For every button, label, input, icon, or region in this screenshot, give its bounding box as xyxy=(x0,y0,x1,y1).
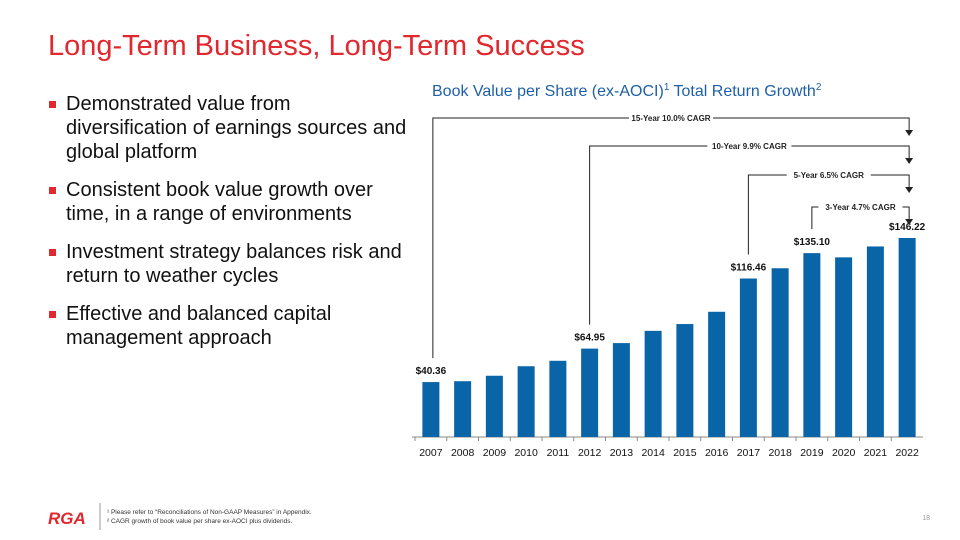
x-tick-label: 2016 xyxy=(705,447,729,459)
bar xyxy=(866,246,884,437)
chart-title-sup: 1 xyxy=(664,82,670,93)
cagr-label-bg xyxy=(707,140,792,152)
x-tick-label: 2010 xyxy=(514,447,538,459)
value-label: $64.95 xyxy=(574,333,605,344)
cagr-label: 10-Year 9.9% CAGR xyxy=(712,142,787,151)
x-tick-label: 2014 xyxy=(641,447,665,459)
cagr-arrow xyxy=(905,187,914,193)
x-tick-label: 2011 xyxy=(547,447,570,459)
bar xyxy=(485,375,503,437)
slide-title: Long-Term Business, Long-Term Success xyxy=(48,30,585,62)
chart-title-sup: 2 xyxy=(816,82,822,93)
bar xyxy=(898,238,916,437)
x-tick-label: 2018 xyxy=(768,447,792,459)
cagr-label: 15-Year 10.0% CAGR xyxy=(631,114,710,123)
bullet: Effective and balanced capital managemen… xyxy=(48,302,408,350)
chart-title: Book Value per Share (ex-AOCI)1 Total Re… xyxy=(432,82,822,100)
chart-title-text: Book Value per Share (ex-AOCI) xyxy=(432,83,664,100)
x-tick-label: 2021 xyxy=(864,447,888,459)
bar xyxy=(803,253,821,437)
value-label: $40.36 xyxy=(416,366,447,377)
cagr-label-bg xyxy=(786,169,871,181)
cagr-arrow xyxy=(905,219,914,225)
footnote: ¹ Please refer to “Reconciliations of No… xyxy=(107,509,312,516)
x-tick-label: 2015 xyxy=(673,447,697,459)
cagr-arrow xyxy=(905,158,914,164)
value-label: $116.46 xyxy=(731,263,767,274)
cagr-label-bg xyxy=(818,201,903,213)
bar xyxy=(739,278,757,437)
value-label: $135.10 xyxy=(794,237,831,248)
page-number: 18 xyxy=(922,515,930,522)
bar xyxy=(708,311,726,437)
bar xyxy=(581,348,599,437)
bar xyxy=(454,381,472,437)
cagr-label: 3-Year 4.7% CAGR xyxy=(825,203,895,212)
bullet: Investment strategy balances risk and re… xyxy=(48,240,408,288)
bullet-list: Demonstrated value from diversification … xyxy=(48,92,408,364)
x-tick-label: 2022 xyxy=(895,447,919,459)
bar xyxy=(612,343,630,437)
bullet: Demonstrated value from diversification … xyxy=(48,92,408,164)
bar xyxy=(517,366,535,437)
x-tick-label: 2012 xyxy=(578,447,602,459)
bar xyxy=(771,268,789,437)
footnote: ² CAGR growth of book value per share ex… xyxy=(107,518,293,525)
bar xyxy=(676,324,694,437)
x-tick-label: 2019 xyxy=(800,447,824,459)
x-tick-label: 2007 xyxy=(419,447,443,459)
chart-title-text: Total Return Growth xyxy=(669,83,815,100)
cagr-label-bg xyxy=(629,112,713,124)
bar xyxy=(422,382,440,437)
x-tick-label: 2008 xyxy=(451,447,475,459)
bullet: Consistent book value growth over time, … xyxy=(48,178,408,226)
logo: RGA xyxy=(48,509,86,528)
x-tick-label: 2013 xyxy=(610,447,634,459)
cagr-label: 5-Year 6.5% CAGR xyxy=(794,171,864,180)
cagr-arrow xyxy=(905,130,914,136)
bar xyxy=(644,330,662,437)
value-label: $146.22 xyxy=(889,222,926,233)
x-tick-label: 2009 xyxy=(483,447,507,459)
x-tick-label: 2020 xyxy=(832,447,856,459)
bar xyxy=(549,360,567,437)
x-tick-label: 2017 xyxy=(737,447,761,459)
bar xyxy=(835,257,853,437)
